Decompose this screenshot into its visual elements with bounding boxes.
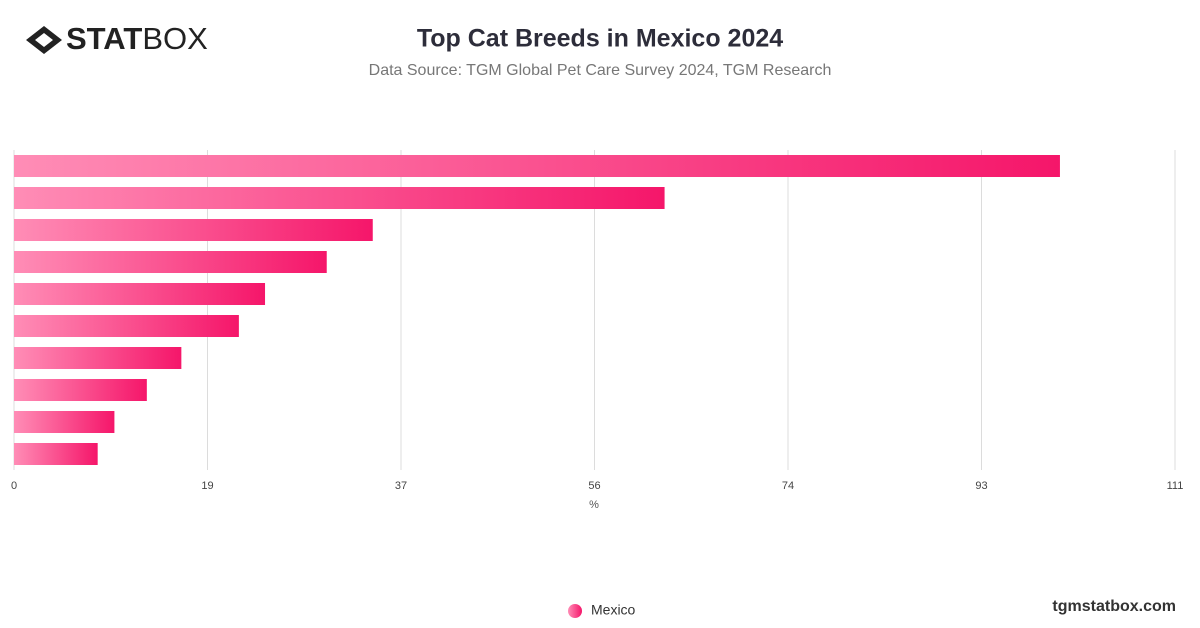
x-tick-label: 111 [1167, 480, 1184, 492]
logo-light: BOX [142, 21, 208, 56]
x-tick-label: 0 [11, 480, 17, 492]
bar [14, 187, 665, 209]
bar [14, 315, 239, 337]
x-tick-label: 74 [782, 480, 794, 492]
x-tick-label: 56 [588, 480, 600, 492]
bar [14, 379, 147, 401]
legend: Mexico [568, 602, 636, 618]
x-axis-label: % [589, 499, 599, 511]
bar [14, 155, 1060, 177]
logo-bold: STAT [66, 21, 142, 56]
logo-text: STATBOX [66, 21, 208, 56]
logo-icon [26, 26, 62, 54]
chart-subtitle: Data Source: TGM Global Pet Care Survey … [369, 62, 832, 79]
x-tick-label: 19 [201, 480, 213, 492]
legend-swatch [568, 604, 582, 618]
footer: tgmstatbox.com [1052, 598, 1176, 615]
bar [14, 347, 182, 369]
bar [14, 411, 115, 433]
x-tick-label: 37 [395, 480, 407, 492]
x-tick-label: 93 [975, 480, 987, 492]
bar [14, 251, 327, 273]
legend-label: Mexico [591, 602, 636, 618]
bar [14, 283, 266, 305]
bar [14, 219, 373, 241]
chart-title: Top Cat Breeds in Mexico 2024 [417, 25, 783, 53]
logo: STATBOX [26, 21, 208, 56]
bar [14, 443, 98, 465]
